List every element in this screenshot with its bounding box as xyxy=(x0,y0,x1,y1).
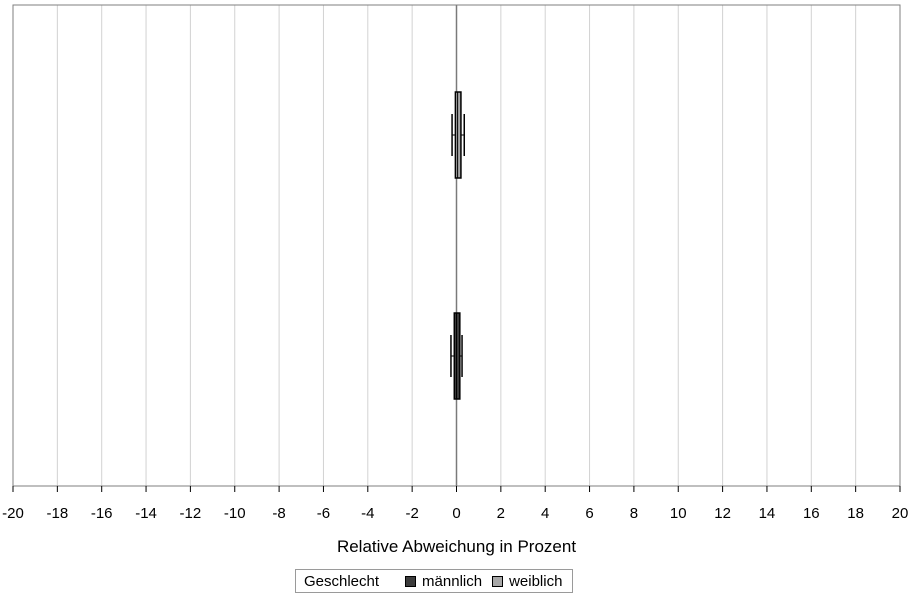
legend-label-maennlich: männlich xyxy=(422,572,483,590)
legend-item-maennlich: männlich xyxy=(405,573,482,590)
box-weiblich xyxy=(451,91,466,179)
x-tick-label: -4 xyxy=(361,505,374,522)
gridlines xyxy=(12,5,901,486)
x-tick-label: 10 xyxy=(670,505,687,522)
x-tick-label: -10 xyxy=(224,505,246,522)
x-tick-label: 18 xyxy=(847,505,864,522)
x-tick-label: -8 xyxy=(272,505,285,522)
x-tick-label: 4 xyxy=(541,505,549,522)
x-tick-label: 6 xyxy=(585,505,593,522)
x-tick-label: -12 xyxy=(180,505,202,522)
legend-title: Geschlecht xyxy=(304,572,380,590)
x-tick-label: -2 xyxy=(405,505,418,522)
legend-swatch-weiblich xyxy=(492,575,504,587)
x-tick-label: 2 xyxy=(497,505,505,522)
x-axis-ticks: -20 -18 -16 -14 -12 -10 -8 -6 -4 -2 0 2 4 6 8 10 12 14 16 1… xyxy=(2,486,908,522)
legend: Geschlecht männlich weiblich xyxy=(295,569,574,593)
x-tick-label: 20 xyxy=(892,505,909,522)
box-iqr xyxy=(453,312,461,400)
legend-label-weiblich: weiblich xyxy=(509,572,563,590)
legend-item-weiblich: weiblich xyxy=(492,573,562,590)
x-tick-label: -6 xyxy=(317,505,330,522)
x-tick-label: -18 xyxy=(47,505,69,522)
x-tick-label: -20 xyxy=(2,505,24,522)
x-tick-label: 16 xyxy=(803,505,820,522)
x-axis-title: Relative Abweichung in Prozent xyxy=(337,537,576,556)
x-tick-label: 14 xyxy=(759,505,776,522)
box-maennlich xyxy=(450,312,463,400)
x-tick-label: -16 xyxy=(91,505,113,522)
x-tick-label: 12 xyxy=(714,505,731,522)
box-iqr xyxy=(454,91,462,179)
boxes xyxy=(450,91,466,400)
x-tick-label: 0 xyxy=(452,505,460,522)
legend-swatch-maennlich xyxy=(405,575,417,587)
x-tick-label: -14 xyxy=(135,505,157,522)
box-plot-chart: -20 -18 -16 -14 -12 -10 -8 -6 -4 -2 0 2 4 6 8 10 12 14 16 1… xyxy=(2,4,908,556)
x-tick-label: 8 xyxy=(630,505,638,522)
